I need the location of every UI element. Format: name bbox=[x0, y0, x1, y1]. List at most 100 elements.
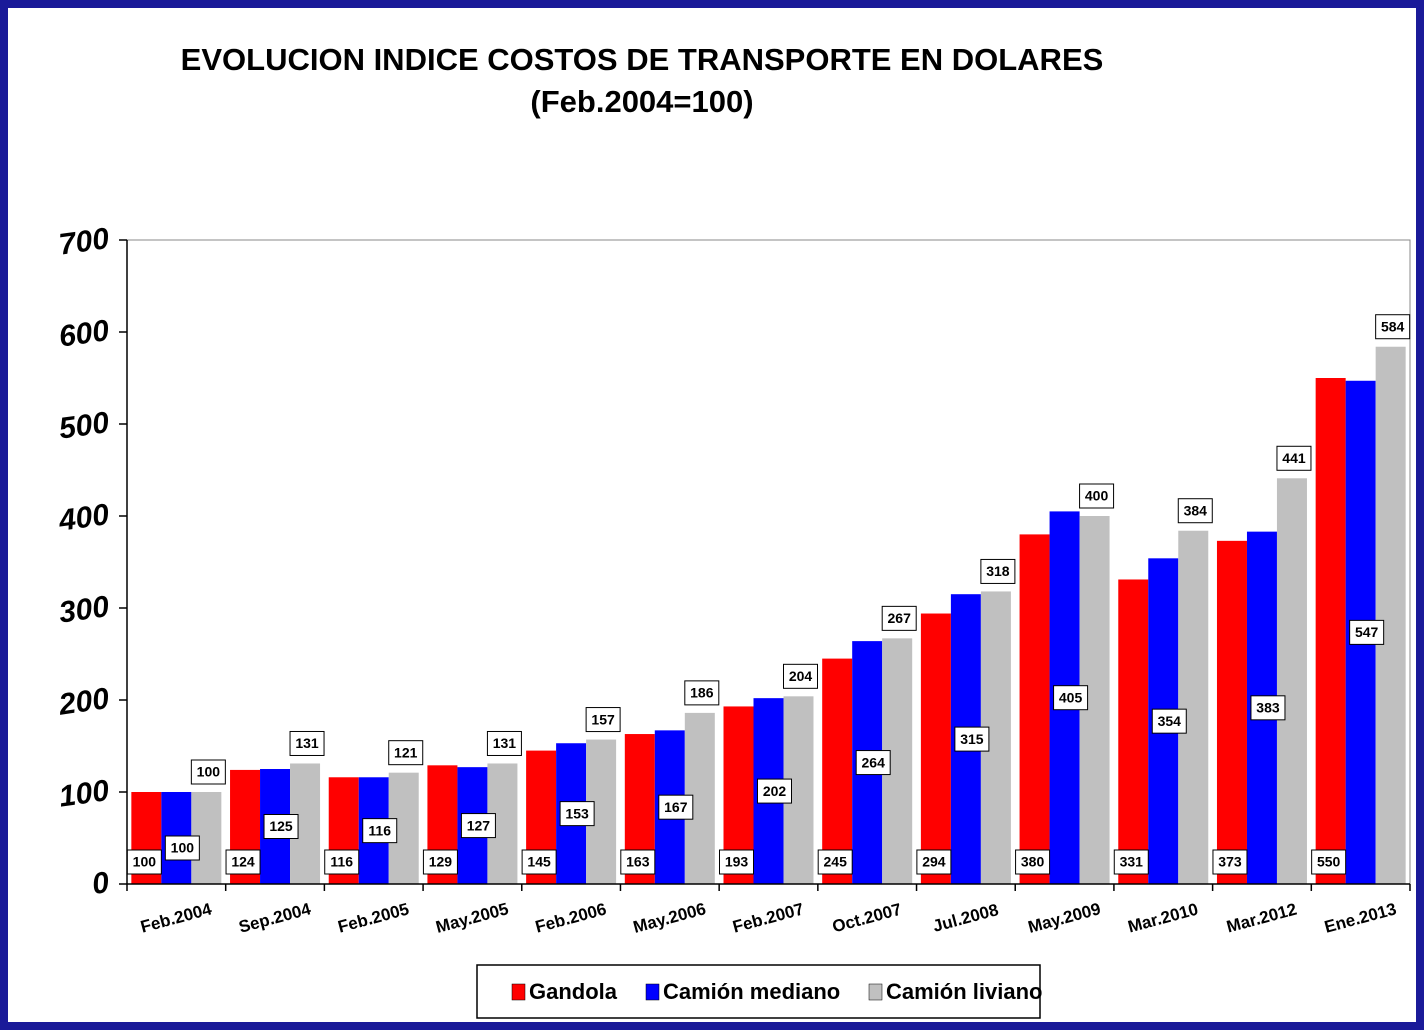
data-label: 157 bbox=[591, 711, 615, 727]
data-label: 245 bbox=[824, 854, 848, 870]
data-label-box bbox=[1212, 849, 1248, 875]
data-label: 383 bbox=[1256, 700, 1280, 716]
data-label-box bbox=[521, 849, 557, 875]
data-label-box bbox=[954, 726, 990, 752]
data-label: 121 bbox=[394, 744, 418, 760]
data-label: 550 bbox=[1317, 854, 1341, 870]
data-label-box bbox=[817, 849, 853, 875]
data-label-box bbox=[1113, 849, 1149, 875]
bar bbox=[1178, 530, 1209, 884]
data-label: 373 bbox=[1218, 854, 1242, 870]
data-label: 124 bbox=[231, 854, 255, 870]
data-label: 318 bbox=[986, 563, 1010, 579]
y-tick-label: 0 bbox=[90, 866, 111, 901]
data-label: 145 bbox=[527, 854, 551, 870]
bar bbox=[1375, 346, 1406, 885]
data-label: 100 bbox=[133, 854, 157, 870]
data-label-box bbox=[388, 740, 424, 766]
data-label: 100 bbox=[171, 840, 195, 856]
legend-label: Gandola bbox=[529, 979, 618, 1004]
data-label-box bbox=[620, 849, 656, 875]
data-label-box bbox=[719, 849, 754, 875]
data-label: 202 bbox=[763, 783, 787, 799]
data-label: 127 bbox=[467, 817, 491, 833]
data-label-box bbox=[783, 663, 818, 689]
data-label-box bbox=[980, 558, 1016, 584]
data-label-box bbox=[422, 849, 458, 875]
y-tick-label: 100 bbox=[57, 774, 111, 814]
data-label-box bbox=[1250, 695, 1286, 721]
data-label: 125 bbox=[269, 818, 293, 834]
bar bbox=[822, 658, 853, 884]
data-label-box bbox=[916, 849, 952, 875]
data-label: 163 bbox=[626, 854, 650, 870]
y-tick-label: 600 bbox=[57, 314, 111, 354]
data-label: 153 bbox=[565, 805, 589, 821]
data-label: 267 bbox=[888, 610, 912, 626]
data-label: 116 bbox=[330, 854, 353, 870]
legend-label: Camión liviano bbox=[886, 979, 1042, 1004]
data-label-box bbox=[1311, 849, 1347, 875]
data-label: 331 bbox=[1120, 854, 1144, 870]
data-label-box bbox=[1276, 445, 1312, 471]
data-label-box bbox=[1177, 498, 1213, 524]
data-label-box bbox=[1079, 483, 1115, 509]
data-label: 400 bbox=[1085, 488, 1109, 504]
data-label-box bbox=[658, 794, 694, 820]
data-label: 186 bbox=[690, 685, 714, 701]
data-label: 405 bbox=[1059, 689, 1083, 705]
data-label: 193 bbox=[725, 854, 749, 870]
data-label-box bbox=[263, 814, 299, 839]
bar bbox=[920, 613, 951, 884]
legend-swatch bbox=[645, 983, 660, 1001]
data-label-box bbox=[164, 835, 200, 861]
y-tick-label: 400 bbox=[56, 498, 111, 538]
data-label-box bbox=[486, 730, 522, 756]
data-label-box bbox=[1349, 619, 1385, 645]
data-label: 264 bbox=[862, 754, 886, 770]
legend-swatch bbox=[511, 983, 526, 1001]
legend-box bbox=[476, 964, 1041, 1019]
data-label-box bbox=[855, 750, 891, 776]
data-label: 204 bbox=[789, 668, 813, 684]
data-label: 384 bbox=[1184, 502, 1208, 518]
data-label: 584 bbox=[1381, 318, 1405, 334]
data-label-box bbox=[289, 730, 325, 756]
y-tick-label: 300 bbox=[57, 590, 111, 630]
data-label: 315 bbox=[960, 731, 984, 747]
data-label-box bbox=[585, 707, 621, 733]
bar bbox=[1315, 378, 1346, 884]
data-label: 441 bbox=[1282, 450, 1306, 466]
data-label-box bbox=[362, 818, 398, 844]
data-label: 131 bbox=[493, 735, 517, 751]
data-label-box bbox=[881, 605, 917, 631]
chart-subtitle: (Feb.2004=100) bbox=[530, 84, 753, 119]
legend-label: Camión mediano bbox=[663, 979, 840, 1004]
data-label-box bbox=[460, 813, 496, 839]
data-label-box bbox=[225, 849, 261, 875]
data-label-box bbox=[190, 759, 226, 785]
data-label-box bbox=[559, 801, 595, 827]
bar bbox=[1276, 478, 1307, 884]
chart-title: EVOLUCION INDICE COSTOS DE TRANSPORTE EN… bbox=[181, 42, 1104, 77]
data-label: 294 bbox=[922, 854, 946, 870]
data-label-box bbox=[1053, 685, 1089, 711]
legend-swatch bbox=[868, 983, 883, 1001]
data-label-box bbox=[126, 849, 162, 875]
data-label-box bbox=[1015, 849, 1051, 875]
bar bbox=[1019, 534, 1050, 884]
data-label-box bbox=[324, 849, 360, 875]
data-label: 131 bbox=[295, 735, 319, 751]
data-label: 380 bbox=[1021, 854, 1045, 870]
y-tick-label: 500 bbox=[57, 406, 111, 446]
data-label: 354 bbox=[1158, 713, 1182, 729]
data-label: 100 bbox=[197, 764, 221, 780]
data-label-box bbox=[1375, 314, 1411, 340]
data-label: 116 bbox=[368, 822, 391, 838]
data-label: 129 bbox=[429, 854, 453, 870]
bar bbox=[1216, 540, 1247, 884]
bar bbox=[1118, 579, 1149, 884]
data-label: 167 bbox=[664, 799, 688, 815]
data-label: 547 bbox=[1355, 624, 1379, 640]
